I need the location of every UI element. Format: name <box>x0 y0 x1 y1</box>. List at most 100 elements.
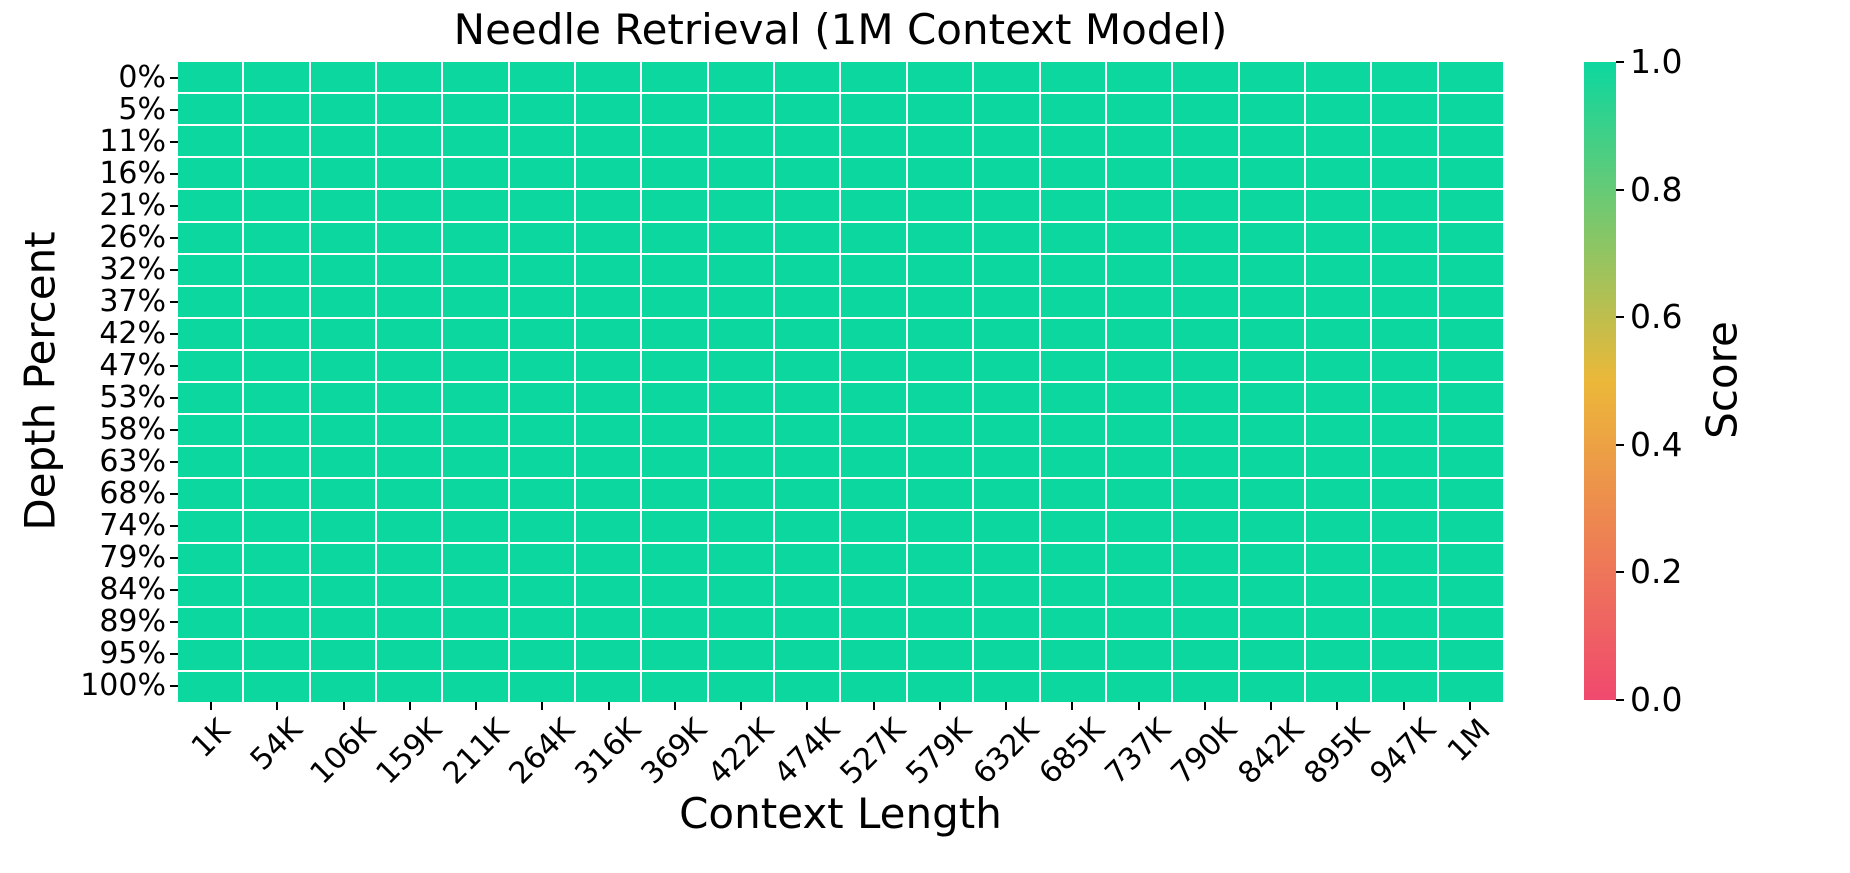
heatmap-cell <box>1040 158 1105 189</box>
heatmap-cell <box>1438 543 1503 574</box>
heatmap-cell <box>1438 94 1503 125</box>
heatmap-cell <box>708 94 774 125</box>
heatmap-cell <box>576 62 641 93</box>
heatmap-cell <box>576 511 641 542</box>
heatmap-cell <box>708 126 774 157</box>
heatmap-cell <box>907 671 973 702</box>
heatmap-cell <box>907 190 973 221</box>
colorbar-title: Score <box>1697 321 1747 439</box>
heatmap-cell <box>1305 94 1371 125</box>
heatmap-cell <box>310 447 376 478</box>
heatmap-cell <box>708 447 774 478</box>
heatmap-cell <box>377 126 442 157</box>
heatmap-cell <box>1372 383 1437 414</box>
heatmap-cell <box>1239 350 1304 381</box>
heatmap-cell <box>1173 254 1238 285</box>
heatmap-cell <box>775 94 840 125</box>
heatmap-cell <box>509 350 575 381</box>
heatmap-cell <box>708 639 774 670</box>
heatmap-cell <box>775 286 840 317</box>
heatmap-cell <box>1305 575 1371 606</box>
x-tick-label: 685K <box>1032 712 1112 792</box>
heatmap-cell <box>1305 318 1371 349</box>
heatmap-cell <box>244 511 309 542</box>
heatmap-cell <box>509 639 575 670</box>
heatmap-cell <box>974 639 1039 670</box>
y-tick-label: 21% <box>99 188 166 223</box>
heatmap-cell <box>974 222 1039 253</box>
y-tick-mark <box>170 525 178 527</box>
y-tick-mark <box>170 269 178 271</box>
heatmap-cell <box>1239 190 1304 221</box>
heatmap-cell <box>310 671 376 702</box>
heatmap-cell <box>310 639 376 670</box>
heatmap-cell <box>1239 222 1304 253</box>
heatmap-cell <box>907 126 973 157</box>
x-tick-mark <box>1005 702 1008 710</box>
y-tick-mark <box>170 301 178 303</box>
heatmap-cell <box>509 447 575 478</box>
heatmap-cell <box>443 126 508 157</box>
heatmap-cell <box>377 286 442 317</box>
heatmap-cell <box>1106 511 1172 542</box>
x-tick-label: 1M <box>1441 712 1498 769</box>
heatmap-cell <box>443 447 508 478</box>
heatmap-cell <box>377 158 442 189</box>
heatmap-cell <box>642 479 707 510</box>
heatmap-cell <box>642 639 707 670</box>
heatmap-cell <box>775 62 840 93</box>
heatmap-cell <box>178 254 243 285</box>
heatmap-cell <box>178 190 243 221</box>
heatmap-cell <box>244 94 309 125</box>
heatmap-cell <box>708 607 774 638</box>
heatmap-cell <box>576 190 641 221</box>
y-tick-label: 68% <box>99 476 166 511</box>
heatmap-cell <box>841 254 906 285</box>
heatmap-cell <box>244 318 309 349</box>
heatmap-cell <box>642 511 707 542</box>
heatmap-cell <box>775 158 840 189</box>
y-tick-label: 16% <box>99 156 166 191</box>
heatmap-cell <box>1239 126 1304 157</box>
x-tick-label: 159K <box>369 712 450 792</box>
colorbar-tick-mark <box>1616 571 1624 574</box>
heatmap-cell <box>841 190 906 221</box>
heatmap-cell <box>1305 254 1371 285</box>
x-tick-mark <box>1402 702 1405 710</box>
heatmap-cell <box>708 511 774 542</box>
heatmap-cell <box>377 671 442 702</box>
heatmap-cell <box>1106 383 1172 414</box>
x-tick-label: 790K <box>1164 712 1245 792</box>
heatmap-cell <box>1305 671 1371 702</box>
x-tick-mark <box>210 702 213 710</box>
x-axis-title: Context Length <box>679 789 1002 838</box>
colorbar-tick-label: 0.2 <box>1630 552 1683 592</box>
heatmap-cell <box>642 447 707 478</box>
heatmap-cell <box>642 575 707 606</box>
colorbar-gradient <box>1584 62 1616 700</box>
heatmap-cell <box>1438 350 1503 381</box>
heatmap-cell <box>1305 415 1371 446</box>
heatmap-cell <box>907 639 973 670</box>
heatmap-cell <box>1438 62 1503 93</box>
heatmap-cell <box>642 415 707 446</box>
heatmap-cell <box>1173 575 1238 606</box>
heatmap-cell <box>377 190 442 221</box>
heatmap-cell <box>775 350 840 381</box>
heatmap-cell <box>775 222 840 253</box>
heatmap-cell <box>244 639 309 670</box>
heatmap-cell <box>841 575 906 606</box>
heatmap-cell <box>1372 62 1437 93</box>
heatmap-cell <box>1106 94 1172 125</box>
heatmap-cell <box>1239 447 1304 478</box>
heatmap-cell <box>642 607 707 638</box>
heatmap-cell <box>974 350 1039 381</box>
heatmap-cell <box>907 222 973 253</box>
x-tick-label: 422K <box>701 712 781 792</box>
heatmap-cell <box>1438 254 1503 285</box>
y-tick-mark <box>170 429 178 431</box>
heatmap-cell <box>377 479 442 510</box>
heatmap-cell <box>576 415 641 446</box>
x-tick-mark <box>673 702 676 710</box>
heatmap-cell <box>1305 222 1371 253</box>
